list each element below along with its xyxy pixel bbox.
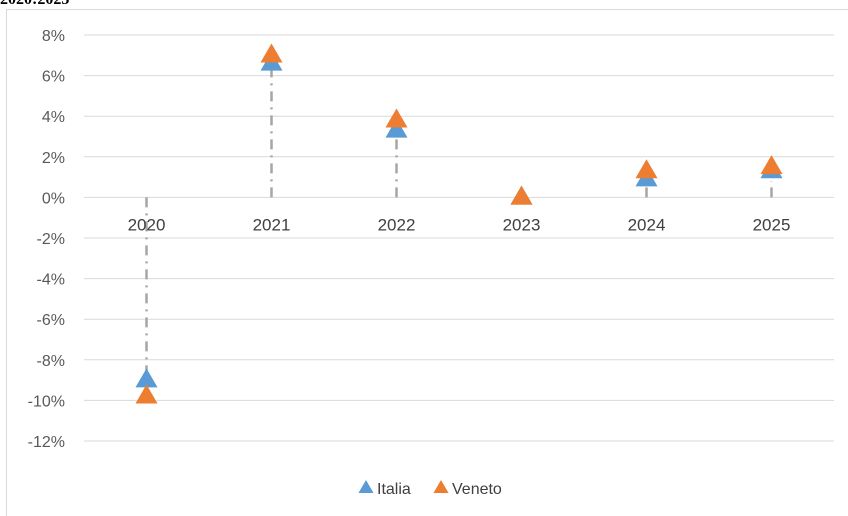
marker-veneto-2024	[635, 159, 658, 179]
x-tick-label-2023: 2023	[503, 215, 541, 234]
y-tick-label: -10%	[28, 393, 65, 410]
chart-caption: 2020:2025	[0, 0, 69, 9]
legend-label-veneto: Veneto	[452, 481, 502, 498]
y-axis-labels: 8% 6% 4% 2% 0% -2% -4% -6% -8% -10% -12%	[28, 28, 65, 451]
y-tick-label: -8%	[37, 353, 65, 370]
y-tick-label: -6%	[37, 312, 65, 329]
legend-marker-italia	[358, 479, 374, 493]
y-tick-label: 6%	[42, 69, 65, 86]
x-tick-label-2021: 2021	[253, 215, 291, 234]
legend: Italia Veneto	[358, 479, 502, 498]
legend-label-italia: Italia	[377, 481, 411, 498]
x-axis-labels: 2020 2021 2022 2023 2024 2025	[128, 215, 791, 234]
y-tick-label: 0%	[42, 190, 65, 207]
gridlines	[84, 34, 834, 442]
marker-italia-2022	[385, 118, 408, 138]
marker-veneto-2025	[760, 155, 783, 175]
x-tick-label-2022: 2022	[378, 215, 416, 234]
y-tick-label: 8%	[42, 28, 65, 45]
marker-veneto-2021	[260, 43, 283, 63]
x-tick-label-2024: 2024	[628, 215, 666, 234]
y-tick-label: -2%	[37, 231, 65, 248]
y-tick-label: 2%	[42, 150, 65, 167]
y-tick-label: -12%	[28, 434, 65, 451]
chart-frame	[6, 9, 848, 516]
marker-veneto-2022	[385, 108, 408, 128]
data-markers	[135, 43, 783, 404]
x-tick-label-2025: 2025	[753, 215, 791, 234]
marker-veneto-2020	[135, 384, 158, 404]
legend-marker-veneto	[433, 479, 449, 493]
y-tick-label: -4%	[37, 272, 65, 289]
marker-italia-2020	[135, 368, 158, 388]
droplines	[145, 69, 773, 383]
y-tick-label: 4%	[42, 109, 65, 126]
marker-veneto-2023	[510, 185, 533, 205]
x-tick-label-2020: 2020	[128, 215, 166, 234]
